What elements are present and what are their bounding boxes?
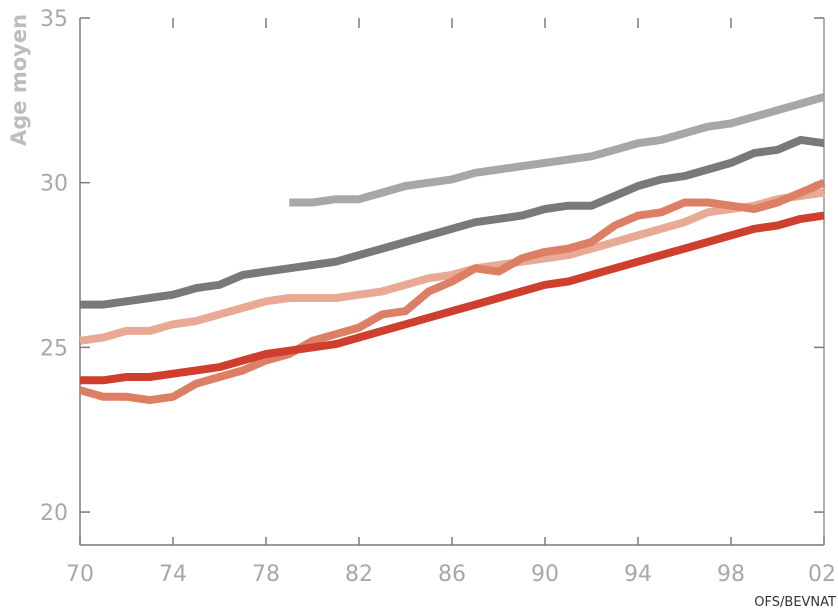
x-tick-label: 90 — [531, 562, 559, 587]
x-tick-label: 02 — [808, 562, 836, 587]
x-tick-label: 86 — [438, 562, 466, 587]
x-tick-label: 70 — [66, 562, 94, 587]
series-line-1 — [289, 93, 826, 207]
y-tick-label: 25 — [40, 336, 68, 361]
y-axis-title: Age moyen — [7, 14, 31, 146]
x-tick-label: 98 — [717, 562, 745, 587]
series-line-3 — [79, 188, 825, 345]
axis-labels: 70 74 78 82 86 90 94 98 02 20 25 30 35 — [40, 7, 836, 587]
y-tick-label: 30 — [40, 172, 68, 197]
x-tick-label: 74 — [159, 562, 187, 587]
source-note: OFS/BEVNAT — [754, 595, 836, 610]
y-tick-label: 20 — [40, 501, 68, 526]
x-tick-label: 78 — [252, 562, 280, 587]
x-tick-label: 82 — [345, 562, 373, 587]
chart-series — [78, 93, 826, 405]
y-tick-label: 35 — [40, 7, 68, 32]
series-line-5 — [80, 211, 825, 385]
series-line-2 — [80, 135, 825, 309]
x-tick-label: 94 — [624, 562, 652, 587]
series-line-4 — [78, 179, 826, 405]
